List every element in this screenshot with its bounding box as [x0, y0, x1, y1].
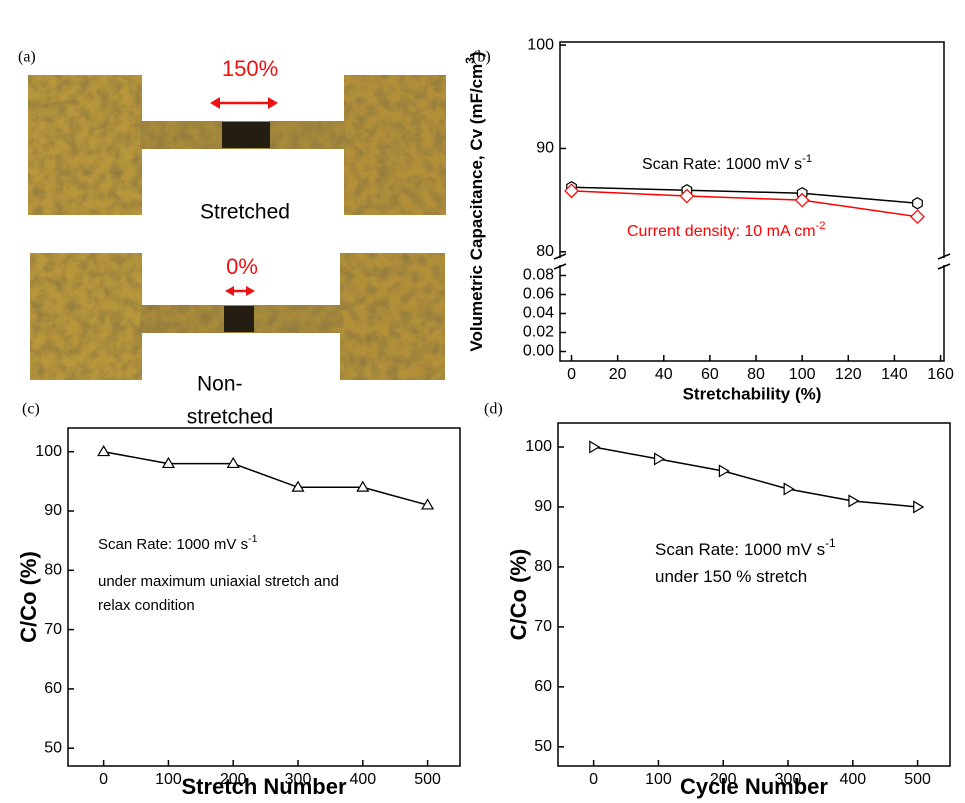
- y-tick-label: 50: [44, 739, 62, 756]
- data-point: [913, 198, 923, 209]
- x-tick-label: 80: [747, 366, 765, 383]
- photo-panel: (a) 150% Stretched 0% Non- stretched: [18, 49, 446, 429]
- series-line: [104, 452, 428, 505]
- x-tick-label: 100: [789, 366, 816, 383]
- y-tick-label: 0.08: [523, 267, 554, 284]
- series-line: [572, 187, 918, 203]
- annotation-text: under maximum uniaxial stretch and: [98, 573, 339, 590]
- y-tick-label: 60: [534, 678, 552, 695]
- strain-label: 150%: [222, 56, 278, 81]
- y-tick-label: 80: [44, 562, 62, 579]
- annotation-text: relax condition: [98, 597, 195, 614]
- active-region: [222, 122, 270, 148]
- annotation-sup: -2: [816, 220, 826, 232]
- photo-caption: stretched: [187, 406, 273, 429]
- data-point: [784, 483, 793, 494]
- data-point: [228, 458, 239, 467]
- annotation-text: Scan Rate: 1000 mV s: [98, 536, 248, 553]
- x-tick-label: 400: [349, 771, 376, 788]
- x-axis-label: Stretch Number: [181, 774, 346, 799]
- photo-caption: Stretched: [200, 201, 290, 224]
- y-tick-label: 80: [536, 243, 554, 260]
- x-tick-label: 120: [835, 366, 862, 383]
- annotation: under maximum uniaxial stretch and: [98, 573, 339, 590]
- y-tick-label: 100: [525, 438, 552, 455]
- y-tick-label: 90: [44, 502, 62, 519]
- annotation: under 150 % stretch: [655, 567, 807, 586]
- data-point: [590, 441, 599, 452]
- data-point: [98, 446, 109, 455]
- x-axis-label: Cycle Number: [680, 774, 828, 799]
- x-tick-label: 0: [99, 771, 108, 788]
- x-tick-label: 60: [701, 366, 719, 383]
- data-point: [719, 465, 728, 476]
- data-point: [357, 482, 368, 491]
- panel-label: (a): [18, 49, 36, 66]
- series-line: [572, 191, 918, 217]
- x-tick-label: 0: [567, 366, 576, 383]
- y-tick-label: 100: [527, 36, 554, 53]
- figure: (a) 150% Stretched 0% Non- stretched (b)…: [0, 0, 965, 803]
- y-tick-label: 60: [44, 680, 62, 697]
- plot-frame: [558, 423, 950, 766]
- y-tick-label: 80: [534, 558, 552, 575]
- y-tick-label: 100: [35, 443, 62, 460]
- data-point: [655, 453, 664, 464]
- photo-caption: Non-: [197, 373, 243, 396]
- y-axis-label: C/Co (%): [506, 549, 531, 641]
- y-tick-label: 0.00: [523, 343, 554, 360]
- annotation: Scan Rate: 1000 mV s-1: [98, 533, 258, 553]
- x-tick-label: 140: [881, 366, 908, 383]
- annotation-text: Scan Rate: 1000 mV s: [655, 540, 825, 559]
- plot-frame: [560, 42, 944, 361]
- x-axis-label: Stretchability (%): [683, 384, 822, 403]
- data-point: [914, 501, 923, 512]
- y-axis-label-text: ): [467, 51, 486, 57]
- annotation-text: Scan Rate: 1000 mV s: [642, 156, 802, 173]
- annotation: Scan Rate: 1000 mV s-1: [655, 536, 836, 559]
- annotation-sup: -1: [248, 533, 257, 545]
- annotation-sup: -1: [802, 153, 812, 165]
- y-tick-label: 90: [534, 498, 552, 515]
- x-tick-label: 40: [655, 366, 673, 383]
- x-tick-label: 0: [589, 771, 598, 788]
- y-tick-label: 70: [534, 618, 552, 635]
- y-tick-label: 50: [534, 738, 552, 755]
- y-axis-label-text: Volumetric Capacitance, Cv (mF/cm: [467, 64, 486, 352]
- annotation-text: under 150 % stretch: [655, 567, 807, 586]
- x-tick-label: 20: [609, 366, 627, 383]
- y-tick-label: 0.04: [523, 305, 554, 322]
- y-axis-label: C/Co (%): [16, 551, 41, 643]
- x-tick-label: 160: [927, 366, 954, 383]
- x-tick-label: 400: [839, 771, 866, 788]
- x-tick-label: 100: [645, 771, 672, 788]
- annotation: Scan Rate: 1000 mV s-1: [642, 153, 812, 173]
- panel-label: (d): [484, 401, 503, 418]
- x-tick-label: 500: [414, 771, 441, 788]
- y-tick-label: 0.06: [523, 286, 554, 303]
- active-region: [224, 306, 254, 332]
- series-line: [594, 447, 918, 507]
- annotation: relax condition: [98, 597, 195, 614]
- x-tick-label: 100: [155, 771, 182, 788]
- panel-label: (c): [22, 401, 40, 418]
- annotation: Current density: 10 mA cm-2: [627, 220, 825, 240]
- strain-label: 0%: [226, 254, 258, 279]
- data-point: [849, 495, 858, 506]
- data-point: [911, 210, 924, 223]
- y-axis-label: Volumetric Capacitance, Cv (mF/cm3): [463, 51, 486, 351]
- y-tick-label: 90: [536, 140, 554, 157]
- annotation-sup: -1: [825, 536, 836, 550]
- x-tick-label: 500: [904, 771, 931, 788]
- y-tick-label: 0.02: [523, 324, 554, 341]
- annotation-text: Current density: 10 mA cm: [627, 223, 816, 240]
- y-tick-label: 70: [44, 621, 62, 638]
